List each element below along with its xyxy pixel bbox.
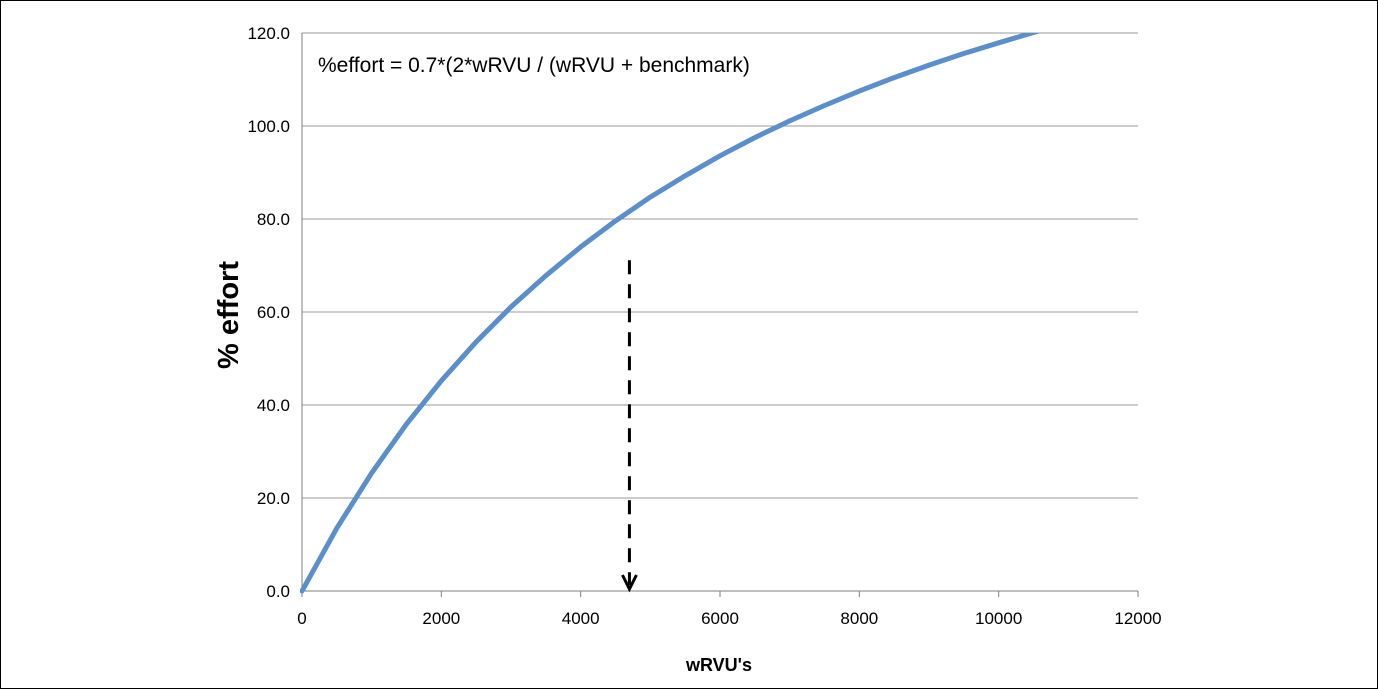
- series-layer: [300, 33, 1042, 594]
- x-tick-label: 2000: [422, 609, 460, 628]
- arrow-down-icon: [621, 574, 638, 593]
- x-tick-label: 4000: [562, 609, 600, 628]
- y-tick-label: 40.0: [257, 396, 290, 415]
- y-tick-label: 100.0: [247, 117, 290, 136]
- formula-annotation: %effort = 0.7*(2*wRVU / (wRVU + benchmar…: [318, 54, 750, 77]
- x-tick-label: 12000: [1114, 609, 1161, 628]
- x-tick-label: 10000: [975, 609, 1022, 628]
- y-tick-label: 0.0: [266, 582, 290, 601]
- y-tick-labels: 0.0 20.0 40.0 60.0 80.0 100.0 120.0: [247, 24, 290, 601]
- gridlines: [301, 32, 1139, 597]
- y-axis-label: % effort: [213, 261, 245, 369]
- x-tick-label: 8000: [840, 609, 878, 628]
- series-line-0: [300, 33, 1042, 594]
- x-tick-label: 6000: [701, 609, 739, 628]
- marker-layer: [621, 260, 638, 593]
- x-axis-label: wRVU's: [685, 655, 752, 675]
- y-tick-label: 60.0: [257, 303, 290, 322]
- x-tick-label: 0: [297, 609, 306, 628]
- y-tick-label: 80.0: [257, 210, 290, 229]
- x-tick-labels: 0 2000 4000 6000 8000 10000 12000: [297, 609, 1161, 628]
- y-tick-label: 20.0: [257, 489, 290, 508]
- y-tick-label: 120.0: [247, 24, 290, 43]
